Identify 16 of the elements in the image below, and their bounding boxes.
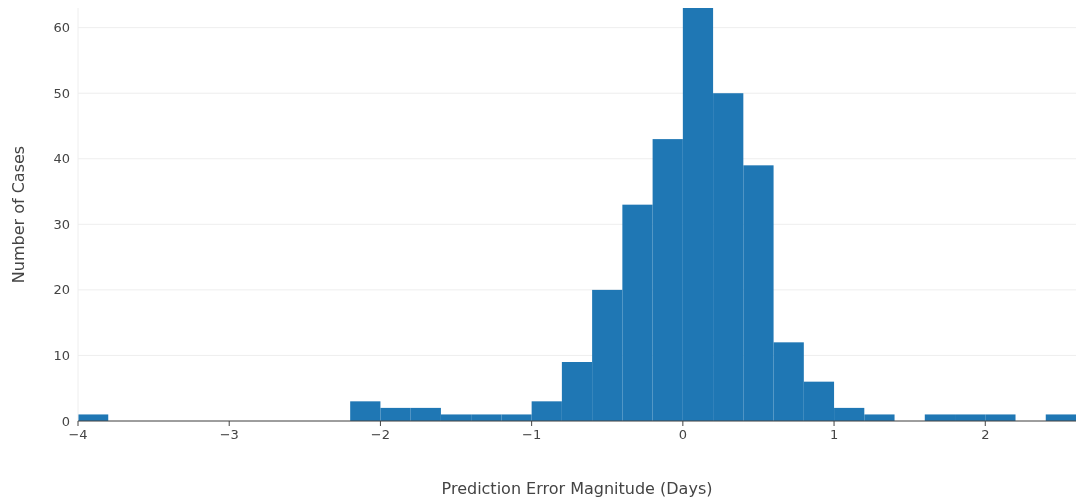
y-tick-label: 0 (61, 413, 70, 429)
y-tick-label: 20 (53, 282, 70, 298)
y-tick-label: 30 (53, 216, 70, 232)
y-tick-label: 10 (53, 347, 70, 363)
y-tick-label: 60 (53, 20, 70, 36)
x-tick-label: −3 (219, 427, 239, 442)
x-axis-title: Prediction Error Magnitude (Days) (441, 479, 713, 498)
x-tick-label: 1 (829, 427, 839, 442)
x-tick-label: 0 (678, 427, 687, 442)
y-tick-label: 50 (53, 85, 70, 101)
x-tick-label: −1 (522, 427, 542, 442)
x-tick-label: −4 (68, 427, 88, 442)
y-axis-title: Number of Cases (9, 145, 28, 284)
x-tick-label: −2 (370, 427, 391, 442)
x-tick-label: 2 (981, 427, 990, 442)
y-tick-label: 40 (53, 151, 70, 167)
